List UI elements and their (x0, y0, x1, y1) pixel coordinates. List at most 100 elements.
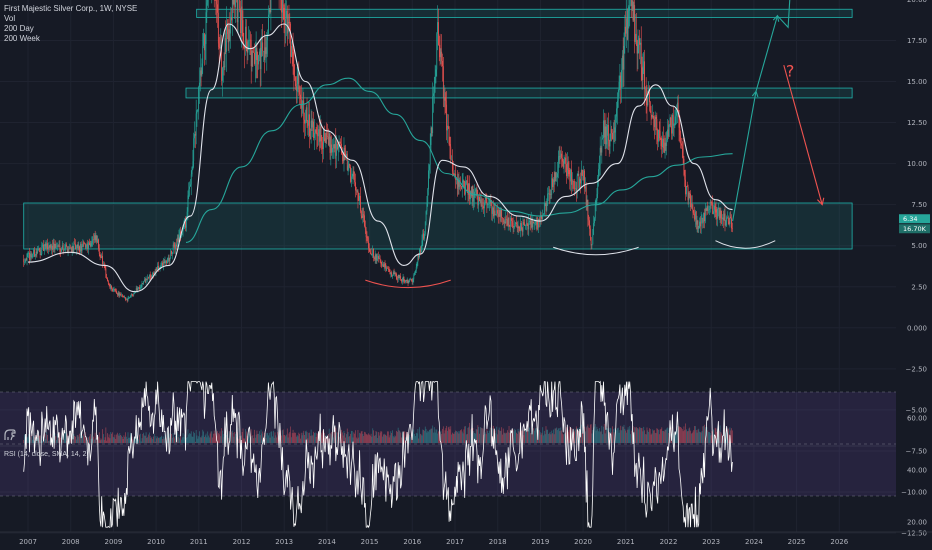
price-tick-label: 7.50 (911, 201, 927, 209)
candlestick-series[interactable] (23, 0, 733, 303)
volume-bar (718, 430, 720, 443)
legend-ma200w[interactable]: 200 Week (4, 34, 40, 43)
candle-body (334, 140, 336, 149)
candle-body (35, 251, 37, 256)
candle-body (373, 257, 375, 259)
volume-bar (162, 439, 163, 443)
candle-body (598, 164, 600, 170)
candle-body (33, 249, 34, 254)
candle-body (365, 229, 367, 238)
volume-bar (529, 427, 530, 443)
candle-body (113, 289, 115, 290)
rsi-pane[interactable] (0, 380, 896, 529)
volume-bar (709, 433, 711, 443)
candle-body (439, 44, 441, 58)
legend-vol[interactable]: Vol (4, 14, 16, 23)
volume-bar (470, 429, 471, 443)
volume-bar (648, 432, 650, 443)
candle-body (236, 0, 238, 23)
rsi-legend[interactable]: RSI (14, close, SMA, 14, 2) (4, 451, 89, 458)
volume-bar (93, 439, 95, 443)
volume-bar (501, 427, 503, 443)
volume-bar (115, 438, 117, 443)
candle-body (324, 138, 326, 143)
candle-body (646, 97, 648, 106)
price-tick-label: 20.00 (907, 0, 927, 4)
candle-body (582, 175, 584, 181)
candle-body (308, 114, 310, 126)
user-drawings[interactable]: ? (365, 0, 825, 289)
candle-body (640, 42, 642, 68)
volume-bar (675, 431, 677, 443)
volume-bar (531, 426, 533, 443)
candle-body (663, 148, 665, 153)
candle-body (419, 249, 421, 253)
candle-body (245, 26, 247, 42)
candle-body (572, 180, 574, 182)
candle-body (571, 169, 572, 185)
candle-body (474, 189, 476, 192)
volume-bar (642, 431, 644, 443)
volume-bar (445, 428, 447, 443)
volume-bar (417, 429, 419, 443)
volume-bar (699, 431, 700, 443)
candle-body (307, 121, 309, 126)
price-tick-label: −2.50 (906, 365, 927, 373)
candle-body (268, 8, 270, 15)
volume-bar (295, 432, 296, 443)
candle-body (491, 202, 493, 214)
volume-bar (259, 431, 260, 443)
volume-bar (591, 433, 593, 443)
volume-bar (654, 432, 656, 443)
candle-body (507, 217, 509, 226)
candle-body (84, 243, 86, 248)
volume-bar (375, 430, 377, 443)
candle-body (264, 47, 266, 60)
candle-body (584, 186, 586, 189)
candle-body (534, 223, 535, 224)
candle-body (694, 214, 696, 220)
candle-body (629, 0, 631, 8)
candle-body (167, 257, 169, 259)
volume-bar (592, 429, 594, 443)
volume-bar (310, 429, 312, 443)
candle-body (364, 226, 366, 230)
volume-bar (727, 428, 729, 443)
candle-body (417, 255, 419, 262)
price-axis[interactable]: 37.5035.0032.5030.0027.5025.0022.5020.00… (901, 0, 927, 538)
legend-ma200d[interactable]: 200 Day (4, 24, 34, 33)
candle-body (350, 167, 351, 182)
volume-bar (433, 432, 434, 443)
candle-body (660, 138, 662, 146)
candle-body (379, 258, 381, 261)
candle-body (317, 135, 319, 137)
volume-bar (512, 429, 514, 443)
candle-body (323, 129, 325, 139)
candle-body (144, 279, 145, 282)
candle-body (457, 180, 459, 189)
candle-body (123, 296, 125, 298)
candle-body (553, 179, 555, 182)
candle-body (421, 240, 423, 248)
volume-bar (300, 438, 301, 443)
volume-bar (516, 432, 517, 443)
volume-bar (199, 437, 201, 443)
horizontal-zones[interactable] (23, 8, 853, 250)
volume-bar (720, 431, 722, 443)
candle-body (727, 217, 729, 222)
volume-bar (365, 434, 367, 443)
dinosaur-icon[interactable] (2, 426, 18, 442)
candle-body (220, 44, 222, 48)
volume-bar (502, 428, 504, 443)
candle-body (494, 210, 496, 215)
candle-body (502, 217, 504, 223)
volume-bar (109, 438, 111, 443)
volume-bar (89, 436, 90, 443)
candle-body (389, 269, 391, 274)
symbol-title[interactable]: First Majestic Silver Corp., 1W, NYSE (4, 4, 138, 13)
candle-body (537, 224, 539, 228)
time-axis[interactable]: 2007 2008 2009 2010 2011 2012 2013 2014 2015 2016… (0, 531, 932, 546)
price-tick-label: 10.00 (907, 160, 927, 168)
